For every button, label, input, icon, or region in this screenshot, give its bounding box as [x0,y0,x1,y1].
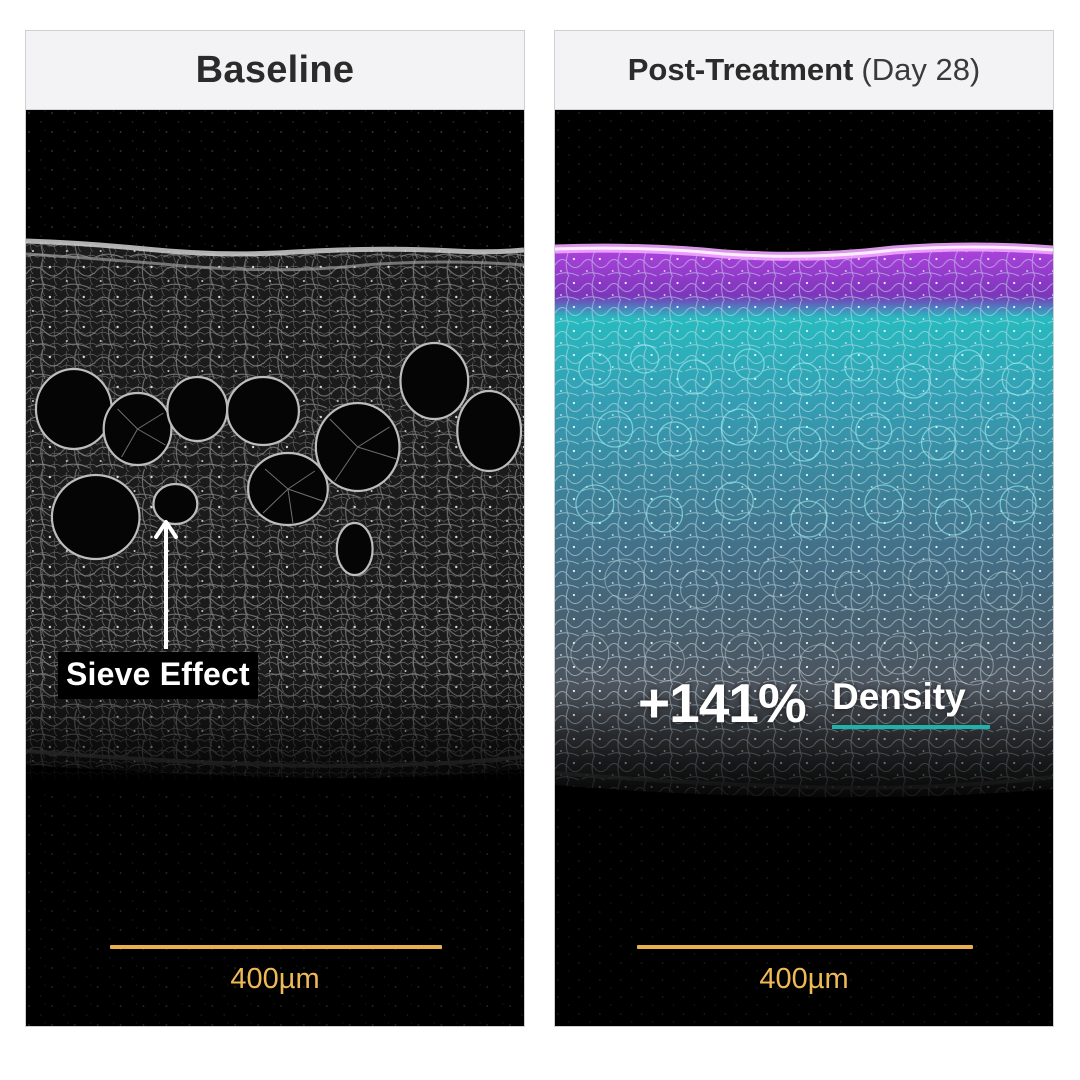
density-change-value: +141% [638,672,807,734]
post-treatment-subtitle: (Day 28) [861,52,981,87]
post-treatment-scale-label: 400µm [759,963,849,995]
density-underline [832,725,990,729]
sieve-arrow-icon [154,520,178,649]
baseline-scale-bar [110,945,442,949]
baseline-panel: Baseline [25,30,525,1027]
post-treatment-title: Post-Treatment [627,52,854,87]
sieve-effect-label: Sieve Effect [58,652,258,699]
baseline-micrograph [26,109,524,1026]
post-treatment-header: Post-Treatment (Day 28) [555,31,1053,110]
baseline-header: Baseline [26,31,524,110]
post-treatment-panel: Post-Treatment (Day 28) [554,30,1054,1027]
density-label: Density [832,676,966,717]
baseline-scale-label: 400µm [230,963,320,995]
baseline-title: Baseline [195,48,355,91]
post-treatment-micrograph [555,109,1053,1026]
post-treatment-scale-bar [637,945,973,949]
